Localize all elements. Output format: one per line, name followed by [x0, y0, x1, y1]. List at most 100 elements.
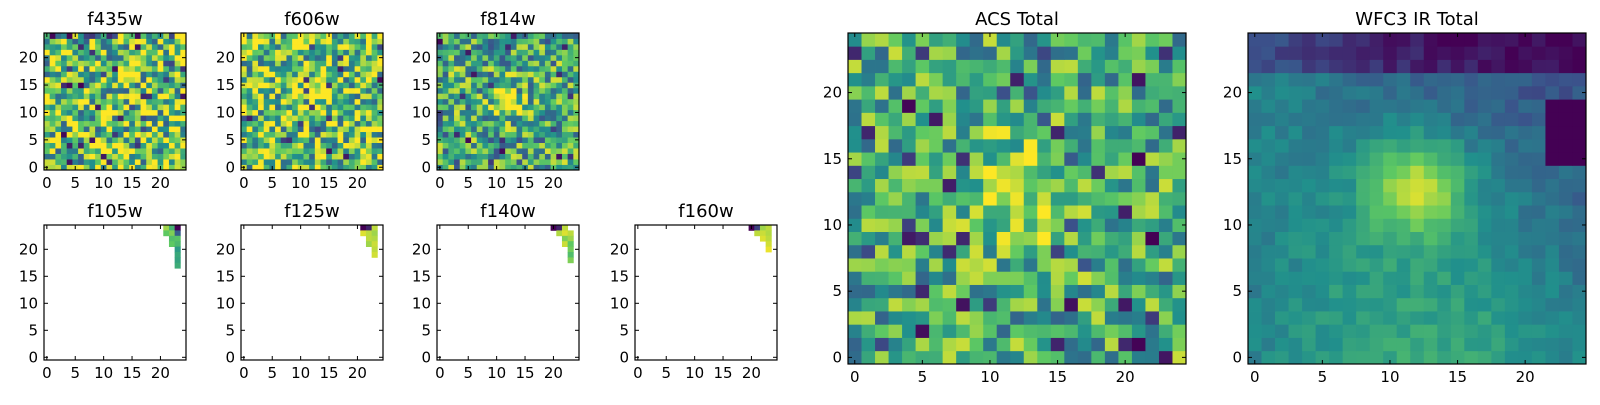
heatmap-cell: [1383, 99, 1398, 113]
heatmap-cell: [983, 297, 998, 312]
heatmap-cell: [1302, 244, 1316, 259]
axes-frame: [436, 32, 580, 171]
heatmap-cell: [1131, 165, 1146, 180]
heatmap-cell: [1131, 271, 1146, 285]
heatmap-cell: [1450, 311, 1465, 325]
heatmap-cell: [320, 142, 327, 149]
heatmap-cell: [1037, 33, 1052, 47]
heatmap-cell: [471, 87, 478, 94]
heatmap-cell: [556, 65, 563, 72]
heatmap-cell: [331, 33, 338, 39]
heatmap-cell: [320, 109, 327, 116]
heatmap-cell: [309, 87, 316, 94]
x-tick-label: 5: [463, 174, 473, 192]
heatmap-cell: [252, 109, 259, 116]
heatmap-cell: [146, 142, 153, 149]
heatmap-cell: [573, 148, 580, 154]
heatmap-cell: [471, 148, 478, 154]
heatmap-cell: [303, 126, 310, 133]
heatmap-cell: [1396, 46, 1411, 60]
heatmap-cell: [1396, 112, 1411, 127]
heatmap-cell: [1450, 112, 1465, 127]
heatmap-cell: [174, 109, 181, 116]
heatmap-cell: [168, 76, 176, 83]
heatmap-cell: [377, 142, 384, 149]
heatmap-cell: [1491, 33, 1506, 47]
heatmap-cell: [146, 54, 153, 61]
heatmap-cell: [942, 125, 957, 140]
heatmap-cell: [360, 126, 367, 133]
heatmap-cell: [1010, 205, 1025, 219]
heatmap-cell: [929, 112, 944, 127]
heatmap-cell: [365, 230, 373, 237]
heatmap-cell: [1437, 258, 1452, 272]
heatmap-cell: [78, 120, 85, 127]
heatmap-cell: [1037, 311, 1052, 325]
heatmap-cells: [848, 33, 1187, 365]
heatmap-cell: [309, 76, 316, 83]
heatmap-cell: [1329, 258, 1344, 272]
heatmap-cell: [258, 93, 265, 100]
heatmap-cell: [314, 76, 321, 83]
heatmap-cell: [902, 152, 916, 166]
heatmap-cell: [49, 87, 56, 94]
heatmap-cell: [488, 126, 495, 133]
heatmap-cell: [915, 244, 930, 259]
heatmap-cell: [510, 148, 517, 154]
heatmap-cell: [505, 65, 512, 72]
heatmap-cell: [286, 43, 293, 50]
heatmap-cell: [915, 205, 930, 219]
heatmap-cell: [544, 54, 551, 61]
heatmap-cell: [123, 159, 130, 165]
heatmap-cell: [1342, 284, 1357, 299]
heatmap-cell: [106, 71, 113, 78]
heatmap-cell: [915, 99, 930, 113]
heatmap-cell: [448, 115, 455, 122]
heatmap-cell: [527, 109, 534, 116]
heatmap-cell: [280, 142, 287, 149]
heatmap-cell: [1450, 59, 1465, 74]
heatmap-cell: [331, 65, 338, 72]
heatmap-cell: [78, 153, 85, 160]
heatmap-cell: [66, 104, 73, 111]
heatmap-cell: [1572, 85, 1587, 100]
heatmap-cell: [123, 93, 130, 100]
heatmap-cell: [280, 104, 287, 111]
heatmap-cell: [1248, 59, 1262, 74]
heatmap-cell: [55, 137, 62, 143]
x-tick-label: 15: [319, 364, 338, 382]
heatmap-cell: [1288, 33, 1303, 47]
heatmap-cell: [309, 65, 316, 72]
heatmap-cell: [1261, 125, 1276, 140]
heatmap-cell: [292, 38, 299, 45]
heatmap-cell: [1491, 46, 1506, 60]
heatmap-cell: [539, 76, 546, 83]
heatmap-cell: [1064, 337, 1079, 352]
heatmap-cell: [365, 164, 373, 171]
heatmap-cell: [929, 72, 944, 87]
heatmap-cell: [1491, 178, 1506, 193]
heatmap-cell: [1383, 297, 1398, 312]
heatmap-cell: [1369, 324, 1384, 338]
heatmap-cell: [83, 98, 90, 105]
heatmap-cell: [448, 126, 455, 133]
heatmap-cell: [180, 148, 187, 154]
heatmap-cell: [1572, 152, 1587, 166]
heatmap-cell: [956, 191, 971, 206]
heatmap-cell: [1288, 99, 1303, 113]
heatmap-cell: [1023, 33, 1038, 47]
heatmap-cell: [343, 142, 350, 149]
heatmap-cell: [1572, 99, 1587, 113]
y-tick-label: 0: [225, 158, 235, 176]
heatmap-cell: [956, 218, 971, 232]
x-tick-label: 0: [633, 364, 643, 382]
heatmap-cell: [269, 120, 276, 127]
heatmap-cell: [915, 112, 930, 127]
heatmap-cell: [1558, 165, 1573, 180]
heatmap-cell: [567, 76, 574, 83]
y-tick-label: 0: [225, 348, 235, 366]
heatmap-cell: [505, 148, 512, 154]
heatmap-cell: [49, 93, 56, 100]
heatmap-cell: [280, 43, 287, 50]
